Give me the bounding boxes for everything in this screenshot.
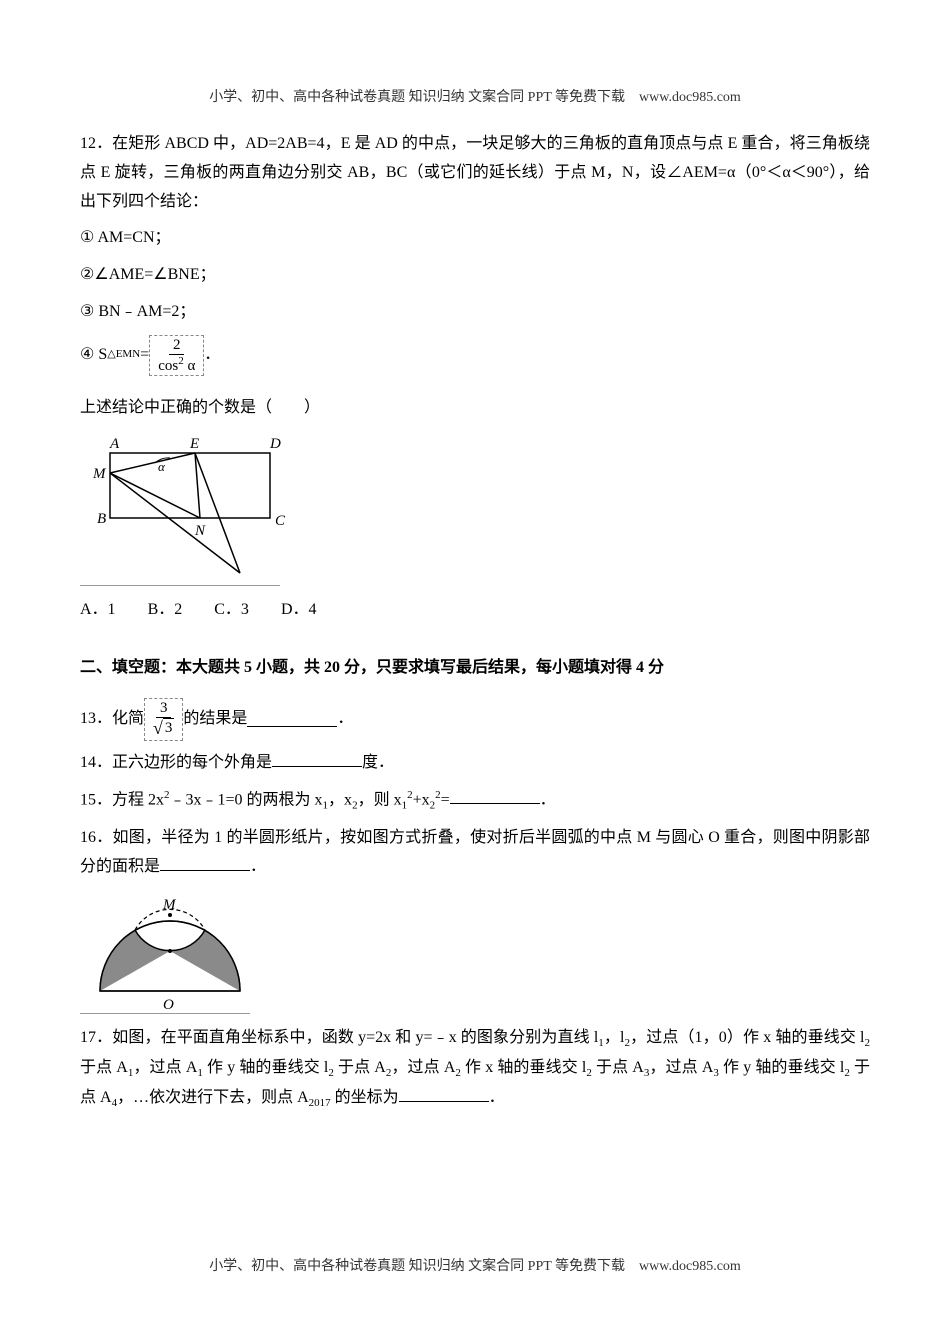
q13-num: 3 — [156, 699, 172, 718]
q12-opt1: ① AM=CN； — [80, 224, 870, 253]
q12-period: ． — [204, 341, 220, 370]
q16: 16．如图，半径为 1 的半圆形纸片，按如图方式折叠，使对折后半圆弧的中点 M … — [80, 824, 870, 882]
q12-choices: A．1 B．2 C．3 D．4 — [80, 596, 870, 625]
q13-prefix: 13．化简 — [80, 705, 144, 734]
q12-frac-num: 2 — [169, 336, 185, 355]
q12-figure-underline — [80, 585, 280, 586]
q12-frac-box: 2 cos2 α — [149, 335, 204, 376]
q12-opt3: ③ BN﹣AM=2； — [80, 298, 870, 327]
label-B: B — [97, 511, 106, 527]
q12-opt2: ②∠AME=∠BNE； — [80, 261, 870, 290]
section2-title: 二、填空题：本大题共 5 小题，共 20 分，只要求填写最后结果，每小题填对得 … — [80, 654, 870, 683]
q16-figure: M O — [80, 891, 870, 1014]
q15: 15．方程 2x2﹣3x﹣1=0 的两根为 x1，x2，则 x12+x22=． — [80, 786, 870, 816]
footer-text: 小学、初中、高中各种试卷真题 知识归纳 文案合同 PPT 等免费下载 www.d… — [209, 1259, 741, 1274]
header-text: 小学、初中、高中各种试卷真题 知识归纳 文案合同 PPT 等免费下载 www.d… — [209, 90, 741, 105]
page-footer: 小学、初中、高中各种试卷真题 知识归纳 文案合同 PPT 等免费下载 www.d… — [0, 1254, 950, 1279]
q13-period: ． — [337, 705, 353, 734]
q16-figure-underline — [80, 1013, 250, 1014]
q16-svg: M O — [80, 891, 260, 1011]
q14: 14．正六边形的每个外角是度． — [80, 749, 870, 778]
q14-blank — [272, 751, 362, 767]
q17: 17．如图，在平面直角坐标系中，函数 y=2x 和 y=﹣x 的图象分别为直线 … — [80, 1024, 870, 1114]
label-C: C — [275, 513, 286, 529]
label-M: M — [162, 897, 177, 913]
q13-fraction: 3 √3 — [149, 699, 178, 740]
label-D: D — [269, 436, 281, 452]
q13-box: 3 √3 — [144, 698, 183, 741]
label-alpha: α — [158, 459, 166, 474]
label-A: A — [109, 436, 120, 452]
choice-C: C．3 — [214, 601, 249, 618]
q12-svg: A E D M B N C α — [80, 433, 300, 583]
choice-B: B．2 — [148, 601, 183, 618]
page-header: 小学、初中、高中各种试卷真题 知识归纳 文案合同 PPT 等免费下载 www.d… — [0, 85, 950, 110]
main-content: 12．在矩形 ABCD 中，AD=2AB=4，E 是 AD 的中点，一块足够大的… — [80, 130, 870, 1114]
q12-opt4-prefix: ④ S — [80, 341, 107, 370]
label-O: O — [163, 997, 174, 1011]
q13-blank — [247, 711, 337, 727]
q12-opt4-eq: = — [140, 341, 149, 370]
q17-blank — [399, 1086, 489, 1102]
q12-figure: A E D M B N C α — [80, 433, 870, 586]
q15-blank — [450, 788, 540, 804]
label-E: E — [189, 436, 199, 452]
q16-blank — [160, 855, 250, 871]
choice-D: D．4 — [281, 601, 317, 618]
q13-suffix: 的结果是 — [183, 705, 247, 734]
q12-opt4: ④ S △EMN = 2 cos2 α ． — [80, 335, 870, 376]
label-M: M — [92, 466, 107, 482]
q13-den: √3 — [149, 718, 178, 740]
q12-opt4-sub: △EMN — [107, 345, 140, 365]
label-N: N — [194, 523, 206, 539]
q13: 13．化简 3 √3 的结果是 ． — [80, 698, 870, 741]
choice-A: A．1 — [80, 601, 116, 618]
q12-frac-den: cos2 α — [154, 355, 199, 375]
q12-stem: 12．在矩形 ABCD 中，AD=2AB=4，E 是 AD 的中点，一块足够大的… — [80, 130, 870, 216]
q12-fraction: 2 cos2 α — [154, 336, 199, 375]
q12-tail: 上述结论中正确的个数是（ ） — [80, 394, 870, 423]
